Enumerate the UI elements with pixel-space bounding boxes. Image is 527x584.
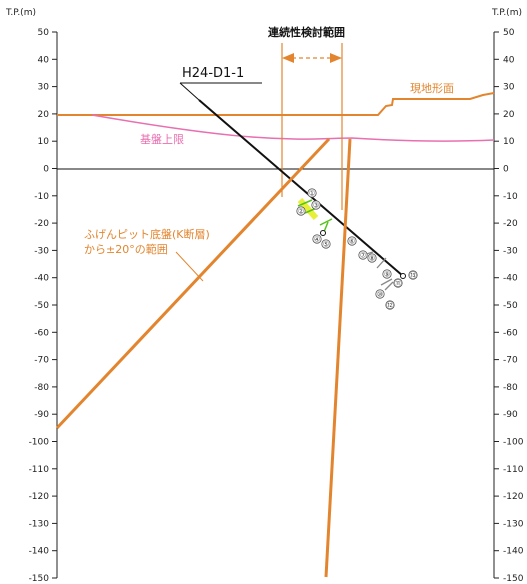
ground-surface-label: 現地形面 xyxy=(410,82,454,95)
left-tick-label: -130 xyxy=(29,519,50,529)
fracture-mark-gray-4 xyxy=(384,281,394,291)
left-tick-label: -30 xyxy=(34,246,49,256)
borehole-line xyxy=(198,99,404,277)
left-axis-unit: T.P.(m) xyxy=(5,8,36,18)
right-tick-label: 30 xyxy=(503,83,515,93)
sample-marker-circle xyxy=(393,278,403,288)
sample-marker-label: ② xyxy=(298,208,304,216)
sample-marker-circle xyxy=(358,250,368,260)
right-tick-label: -30 xyxy=(503,246,518,256)
right-tick-label: -60 xyxy=(503,328,518,338)
left-tick-label: 40 xyxy=(38,55,50,65)
right-tick-label: -120 xyxy=(503,492,524,502)
range-arrow-right-icon xyxy=(330,53,342,63)
fracture-zone-yellow xyxy=(297,198,319,220)
fault-range-leader xyxy=(175,251,204,282)
sample-marker-circle xyxy=(408,270,418,280)
left-tick-label: 50 xyxy=(38,28,50,38)
range-arrow-left-icon xyxy=(282,53,294,63)
left-tick-label: -60 xyxy=(34,328,49,338)
right-tick-label: -80 xyxy=(503,383,518,393)
sample-marker-label: ④ xyxy=(314,236,320,244)
sample-marker-circle xyxy=(321,239,331,249)
sample-marker-label: ⑥ xyxy=(349,238,355,246)
sample-marker-circle xyxy=(311,200,321,210)
right-tick-label: -50 xyxy=(503,301,518,311)
right-tick-label: -10 xyxy=(503,192,518,202)
borehole-point xyxy=(400,273,406,279)
sample-marker-label: ⑩ xyxy=(377,291,383,299)
fault-range-label-2: から±20°の範囲 xyxy=(84,242,168,256)
axis-ticks: 50 50 40 40 30 30 20 20 10 10 0 0 -10 -10 -20 -20 -30 -30… xyxy=(29,28,524,584)
left-tick-label: -50 xyxy=(34,301,49,311)
right-tick-label: -110 xyxy=(503,465,524,475)
left-tick-label: -40 xyxy=(34,274,49,284)
right-tick-label: 0 xyxy=(503,165,509,175)
sample-marker-label: ⑧ xyxy=(369,255,375,263)
right-tick-label: -40 xyxy=(503,274,518,284)
right-tick-label: -100 xyxy=(503,438,524,448)
right-tick-label: -130 xyxy=(503,519,524,529)
fracture-mark-gray-2 xyxy=(376,257,387,269)
fracture-mark-green-1 xyxy=(297,199,313,207)
sample-marker-circle xyxy=(312,234,322,244)
right-tick-label: 20 xyxy=(503,110,515,120)
sample-marker-circle xyxy=(382,269,392,279)
sample-marker-circle xyxy=(375,289,385,299)
sample-marker-label: ⑨ xyxy=(384,271,390,279)
fault-range-lower-line xyxy=(55,137,331,430)
left-tick-label: -10 xyxy=(34,192,49,202)
left-tick-label: -90 xyxy=(34,410,49,420)
left-tick-label: -70 xyxy=(34,356,49,366)
right-tick-label: 50 xyxy=(503,28,515,38)
right-axis-unit: T.P.(m) xyxy=(491,8,522,18)
left-tick-label: 30 xyxy=(38,83,50,93)
sample-marker-circle xyxy=(307,188,317,198)
left-tick-label: -150 xyxy=(29,574,50,584)
left-tick-label: -100 xyxy=(29,438,50,448)
borehole-label-leader xyxy=(179,82,200,101)
fault-range-label-1: ふげんピット底盤(K断層) xyxy=(84,227,210,241)
sample-marker-label: ⑤ xyxy=(323,241,329,249)
range-title: 連続性検討範囲 xyxy=(268,25,345,39)
fracture-mark-green-4 xyxy=(323,221,329,233)
sample-marker-label: ⑪ xyxy=(395,280,402,288)
left-tick-label: -140 xyxy=(29,547,50,557)
right-tick-label: -70 xyxy=(503,356,518,366)
sample-marker-label: ⑫ xyxy=(387,302,394,310)
sample-marker-circle xyxy=(296,206,306,216)
fault-range-steep-line xyxy=(324,138,352,578)
bedrock-top-label: 基盤上限 xyxy=(140,133,184,146)
left-tick-label: 10 xyxy=(38,137,50,147)
left-tick-label: 0 xyxy=(43,165,49,175)
left-tick-label: -20 xyxy=(34,219,49,229)
left-tick-label: -80 xyxy=(34,383,49,393)
sample-markers: ① ② ③ ④⑤ ⑥⑦ ⑧ ⑨ ⑩ ⑪ ⑫ ⑬ xyxy=(296,188,418,310)
ground-surface-line xyxy=(57,92,495,116)
fracture-mark-green-3 xyxy=(319,218,333,226)
borehole-label: H24-D1-1 xyxy=(182,66,244,81)
sample-marker-circle xyxy=(367,253,377,263)
left-tick-label: -110 xyxy=(29,465,50,475)
right-tick-label: -20 xyxy=(503,219,518,229)
right-tick-label: -150 xyxy=(503,574,524,584)
sample-marker-label: ⑬ xyxy=(410,272,417,280)
bedrock-top-line xyxy=(91,114,495,142)
right-tick-label: -140 xyxy=(503,547,524,557)
left-tick-label: -120 xyxy=(29,492,50,502)
right-tick-label: -90 xyxy=(503,410,518,420)
right-tick-label: 40 xyxy=(503,55,515,65)
sample-marker-label: ⑦ xyxy=(360,252,366,260)
sample-marker-circle xyxy=(347,236,357,246)
sample-marker-label: ③ xyxy=(313,202,319,210)
sample-marker-circle xyxy=(385,300,395,310)
fracture-mark-gray-3 xyxy=(380,278,393,286)
sample-marker-label: ① xyxy=(309,190,315,198)
borehole-point xyxy=(320,230,326,236)
left-tick-label: 20 xyxy=(38,110,50,120)
right-tick-label: 10 xyxy=(503,137,515,147)
